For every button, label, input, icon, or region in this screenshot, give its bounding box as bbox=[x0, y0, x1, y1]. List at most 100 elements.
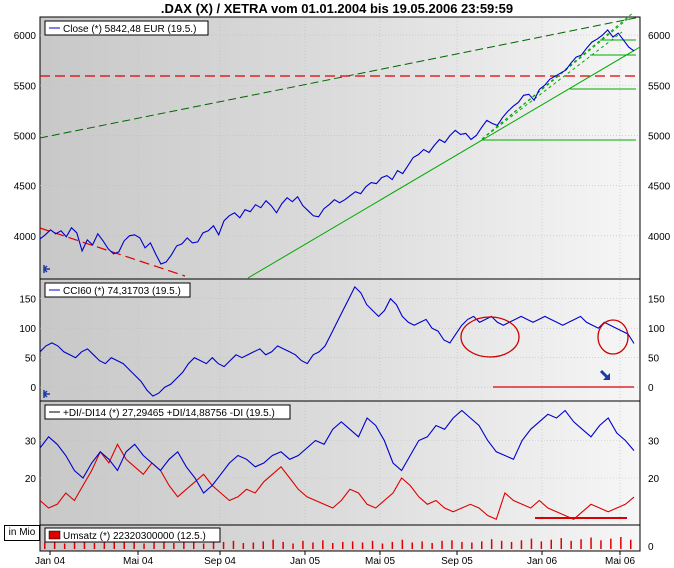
volume-bar bbox=[63, 543, 66, 549]
cci-series-line bbox=[39, 285, 635, 397]
volume-bar bbox=[540, 541, 543, 549]
volume-panel: Umsatz (*) 22320300000 (12.5.) bbox=[39, 524, 641, 552]
volume-bar bbox=[510, 541, 513, 549]
volume-bar bbox=[600, 540, 602, 549]
cci-y-tick-left: 150 bbox=[19, 295, 36, 306]
volume-bar bbox=[461, 541, 463, 549]
arrow-left-icon bbox=[43, 390, 50, 398]
volume-bar bbox=[560, 538, 562, 549]
volume-bar bbox=[163, 540, 165, 549]
cci-y-tick-left: 100 bbox=[19, 324, 36, 335]
volume-bar bbox=[44, 542, 46, 549]
dmi-y-tick-left: 30 bbox=[25, 437, 37, 448]
price-series-line bbox=[39, 29, 635, 265]
volume-bar bbox=[193, 542, 195, 549]
volume-bar bbox=[401, 539, 404, 549]
volume-bar bbox=[550, 539, 552, 549]
x-tick-label: Sep 04 bbox=[204, 556, 236, 567]
volume-bar bbox=[580, 539, 582, 549]
dmi-y-tick-left: 20 bbox=[25, 474, 37, 485]
volume-bar bbox=[73, 539, 76, 549]
volume-bar bbox=[113, 541, 115, 549]
volume-bar bbox=[411, 542, 413, 549]
volume-bar bbox=[302, 540, 304, 549]
volume-bar bbox=[590, 537, 592, 549]
dmi-legend-text: +DI/-DI14 (*) 27,29465 +DI/14,88756 -DI … bbox=[63, 408, 275, 419]
volume-bar bbox=[381, 543, 384, 549]
volume-bar bbox=[471, 542, 473, 549]
green-uptrend-line bbox=[247, 46, 641, 279]
volume-bar bbox=[421, 541, 423, 549]
volume-bar bbox=[183, 541, 185, 549]
price-y-tick-left: 4000 bbox=[14, 232, 37, 243]
volume-legend-text: Umsatz (*) 22320300000 (12.5.) bbox=[63, 531, 206, 542]
price-y-tick-left: 5000 bbox=[14, 131, 37, 142]
dmi-y-tick-right: 20 bbox=[648, 474, 660, 485]
volume-bar bbox=[342, 541, 344, 549]
chart-title: .DAX (X) / XETRA vom 01.01.2004 bis 19.0… bbox=[160, 1, 514, 16]
volume-bar bbox=[143, 543, 145, 549]
price-y-tick-right: 6000 bbox=[648, 31, 671, 42]
volume-bar bbox=[153, 541, 155, 549]
cci-red-circle-2 bbox=[597, 319, 629, 355]
volume-bar bbox=[441, 540, 443, 549]
price-y-tick-left: 5500 bbox=[14, 81, 37, 92]
volume-bar bbox=[282, 541, 284, 549]
price-y-tick-left: 4500 bbox=[14, 182, 37, 193]
volume-bar bbox=[242, 543, 245, 549]
price-y-tick-right: 5000 bbox=[648, 131, 671, 142]
di-minus-series-line bbox=[39, 443, 635, 521]
price-y-tick-right: 5500 bbox=[648, 81, 671, 92]
volume-bar bbox=[262, 541, 264, 549]
volume-bar bbox=[481, 541, 483, 549]
volume-bar bbox=[232, 540, 235, 549]
volume-bar bbox=[292, 543, 294, 549]
dmi-panel: +DI/-DI14 (*) 27,29465 +DI/14,88756 -DI … bbox=[39, 400, 641, 526]
volume-bar bbox=[361, 542, 364, 549]
volume-legend-swatch bbox=[48, 530, 61, 540]
price-y-tick-right: 4000 bbox=[648, 232, 671, 243]
cci-y-tick-right: 0 bbox=[648, 383, 654, 394]
cci-y-tick-right: 150 bbox=[648, 295, 665, 306]
price-legend-box bbox=[44, 20, 209, 36]
volume-bar bbox=[133, 539, 135, 549]
x-tick-label: Mai 04 bbox=[123, 556, 153, 567]
volume-bar bbox=[332, 543, 334, 549]
volume-bar bbox=[312, 542, 314, 549]
dmi-y-tick-right: 30 bbox=[648, 437, 660, 448]
green-dashed-fan-line-2 bbox=[481, 16, 631, 140]
volume-bar bbox=[212, 540, 215, 549]
volume-bar bbox=[53, 540, 56, 549]
cci-y-tick-left: 50 bbox=[25, 354, 37, 365]
volume-bar bbox=[630, 539, 632, 549]
price-y-tick-left: 6000 bbox=[14, 31, 37, 42]
volume-bar bbox=[610, 538, 612, 549]
long-term-dashed-trendline bbox=[39, 16, 641, 139]
x-tick-label: Mai 06 bbox=[605, 556, 635, 567]
x-tick-label: Jan 06 bbox=[527, 556, 557, 567]
di-plus-series-line bbox=[39, 409, 635, 494]
x-tick-label: Mai 05 bbox=[365, 556, 395, 567]
volume-bar bbox=[520, 540, 523, 549]
x-tick-label: Jan 04 bbox=[35, 556, 65, 567]
green-dashed-fan-line-3 bbox=[481, 31, 623, 140]
volume-bar bbox=[322, 540, 324, 549]
cci-y-tick-right: 100 bbox=[648, 324, 665, 335]
volume-bar bbox=[391, 541, 394, 549]
volume-bar bbox=[490, 539, 493, 549]
x-tick-label: Sep 05 bbox=[441, 556, 473, 567]
price-legend-text: Close (*) 5842,48 EUR (19.5.) bbox=[63, 24, 196, 35]
red-dashed-downtrend-line bbox=[39, 227, 186, 277]
volume-bar bbox=[103, 540, 106, 549]
price-panel: Close (*) 5842,48 EUR (19.5.) bbox=[39, 11, 641, 280]
volume-bar bbox=[222, 541, 225, 549]
x-tick-label: Jan 05 bbox=[290, 556, 320, 567]
volume-legend-box bbox=[44, 527, 221, 543]
volume-bar bbox=[371, 540, 374, 549]
volume-bar bbox=[173, 543, 175, 549]
volume-y-tick-right: 0 bbox=[648, 542, 654, 553]
volume-bar bbox=[123, 542, 125, 549]
dmi-legend-box bbox=[44, 404, 291, 420]
cci-y-tick-left: 0 bbox=[30, 383, 36, 394]
